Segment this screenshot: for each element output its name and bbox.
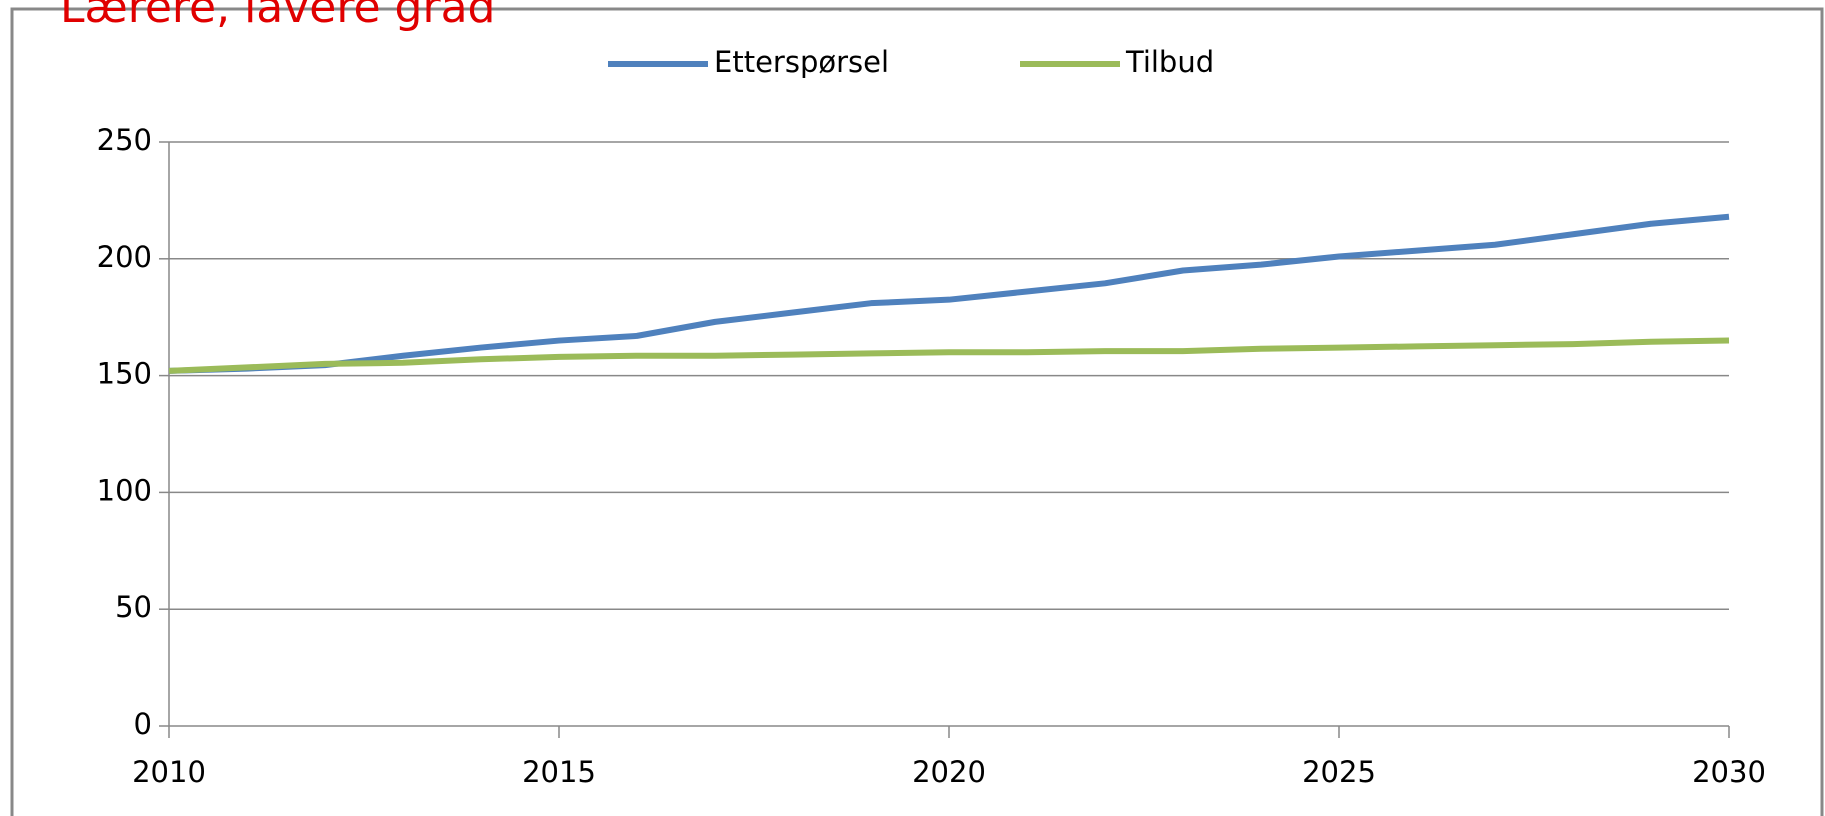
x-tick-label: 2015: [522, 755, 596, 789]
legend-label: Etterspørsel: [714, 45, 889, 79]
chart-title: Lærere, lavere grad: [60, 0, 495, 33]
x-tick-label: 2030: [1692, 755, 1766, 789]
x-tick-label: 2020: [912, 755, 986, 789]
legend-label: Tilbud: [1125, 45, 1214, 79]
x-tick-label: 2010: [132, 755, 206, 789]
y-tick-label: 200: [97, 240, 152, 274]
y-tick-label: 250: [97, 123, 152, 157]
y-tick-label: 0: [134, 707, 152, 741]
series-line: [168, 213, 1730, 374]
series-line: [168, 337, 1730, 374]
y-tick-label: 150: [97, 357, 152, 391]
y-tick-label: 50: [115, 590, 152, 624]
x-tick-label: 2025: [1302, 755, 1376, 789]
chart-frame: [10, 7, 1824, 816]
y-tick-label: 100: [97, 473, 152, 507]
